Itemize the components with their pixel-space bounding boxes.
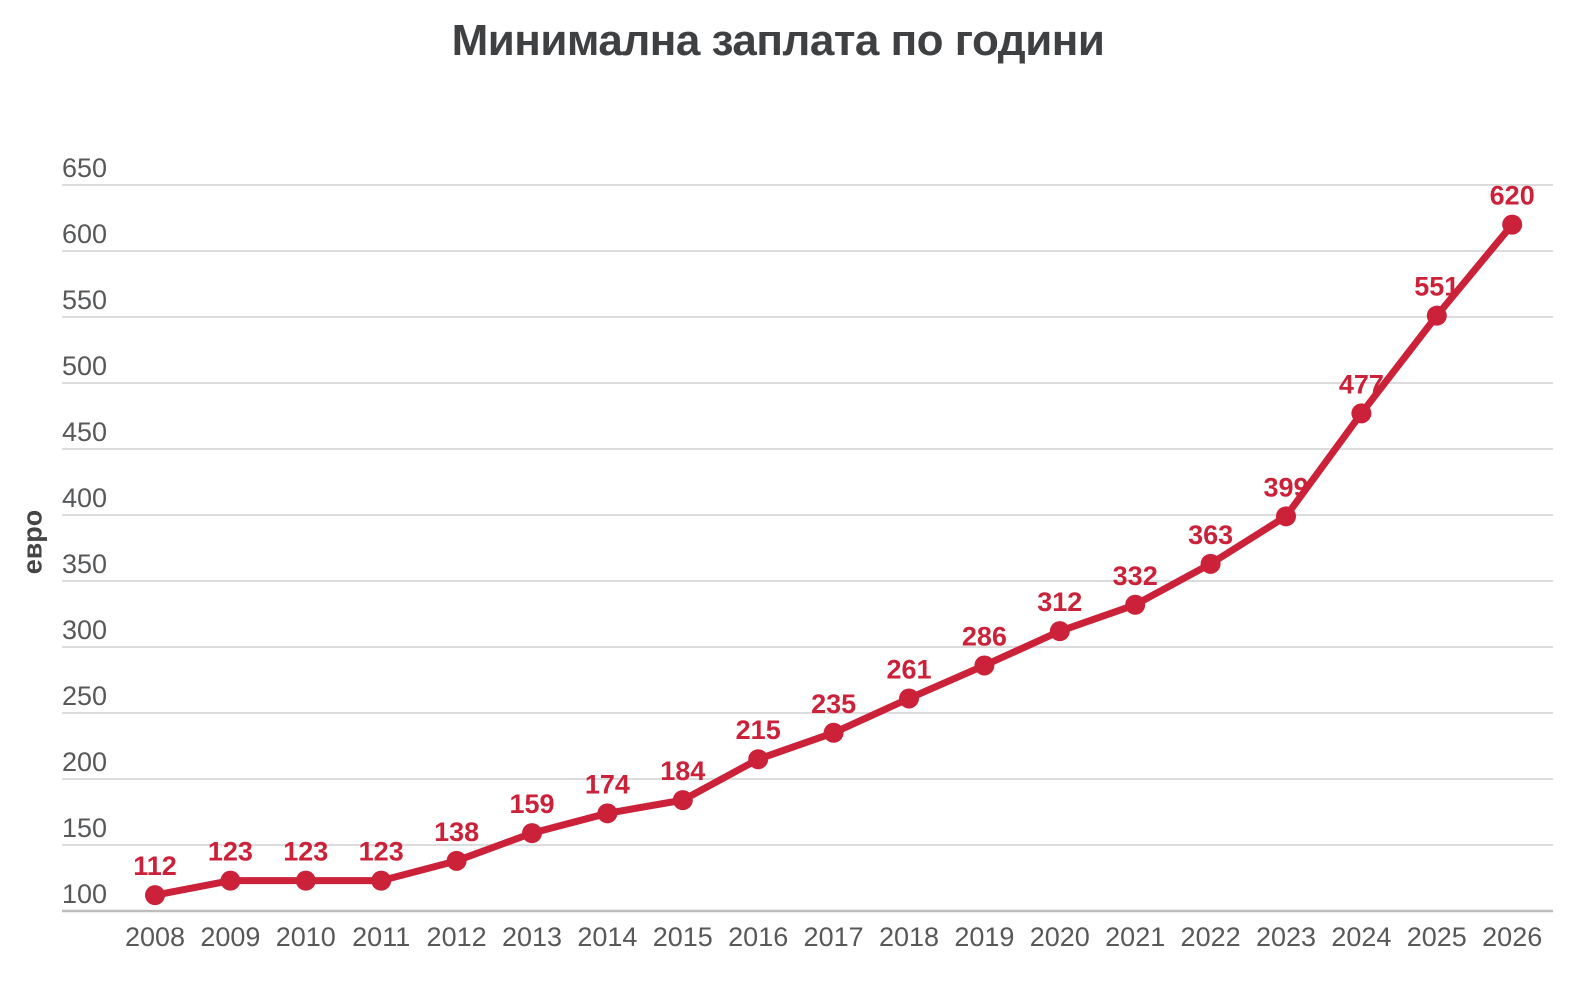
x-tick-label: 2013 xyxy=(502,922,562,952)
data-point-label: 123 xyxy=(359,837,404,867)
data-point-label: 261 xyxy=(886,654,931,684)
x-tick-label: 2023 xyxy=(1256,922,1316,952)
data-point-label: 286 xyxy=(962,621,1007,651)
data-point xyxy=(1351,403,1372,424)
x-tick-label: 2018 xyxy=(879,922,939,952)
data-point xyxy=(899,688,919,709)
data-point-label: 123 xyxy=(208,837,253,867)
data-point xyxy=(446,850,467,871)
data-point xyxy=(1125,594,1146,615)
data-point xyxy=(145,885,165,906)
data-point xyxy=(1426,305,1447,326)
x-tick-label: 2017 xyxy=(804,922,864,952)
data-point xyxy=(748,749,769,770)
x-tick-label: 2022 xyxy=(1181,922,1241,952)
x-tick-label: 2011 xyxy=(352,922,410,952)
y-tick-label: 500 xyxy=(62,351,107,381)
y-tick-label: 300 xyxy=(62,615,107,645)
y-tick-label: 400 xyxy=(62,483,107,513)
data-point xyxy=(295,870,316,891)
data-point xyxy=(522,823,542,844)
data-point-label: 123 xyxy=(283,837,328,867)
data-point-label: 215 xyxy=(736,715,781,745)
data-point-label: 184 xyxy=(660,756,705,786)
x-tick-label: 2015 xyxy=(653,922,713,952)
chart-title: Минимална заплата по години xyxy=(451,16,1105,65)
data-point-label: 477 xyxy=(1339,369,1384,399)
data-point xyxy=(220,870,241,891)
y-tick-label: 250 xyxy=(62,681,107,711)
x-tick-label: 2014 xyxy=(577,922,637,952)
x-tick-label: 2008 xyxy=(125,922,185,952)
data-point-label: 112 xyxy=(133,851,177,881)
x-tick-label: 2016 xyxy=(728,922,788,952)
x-tick-label: 2025 xyxy=(1407,922,1467,952)
data-point xyxy=(1049,621,1070,642)
x-tick-label: 2026 xyxy=(1482,922,1542,952)
x-tick-label: 2019 xyxy=(954,922,1014,952)
data-point-label: 235 xyxy=(811,689,856,719)
x-tick-label: 2021 xyxy=(1105,922,1165,952)
x-tick-label: 2009 xyxy=(200,922,260,952)
y-tick-label: 600 xyxy=(62,219,107,249)
data-point xyxy=(371,870,392,891)
data-point-label: 138 xyxy=(434,817,479,847)
x-tick-label: 2020 xyxy=(1030,922,1090,952)
data-point-label: 159 xyxy=(509,789,554,819)
data-point xyxy=(1502,214,1523,235)
data-point xyxy=(1200,553,1221,574)
data-point xyxy=(823,722,844,743)
x-tick-label: 2012 xyxy=(427,922,487,952)
data-point-label: 174 xyxy=(585,769,630,799)
y-tick-label: 150 xyxy=(62,813,107,843)
data-point-label: 332 xyxy=(1113,561,1158,591)
y-tick-label: 100 xyxy=(62,879,107,909)
y-tick-label: 450 xyxy=(62,417,107,447)
data-point-label: 312 xyxy=(1037,587,1082,617)
y-tick-label: 650 xyxy=(62,153,107,183)
data-point-label: 551 xyxy=(1414,272,1459,302)
y-tick-label: 350 xyxy=(62,549,107,579)
trend-line xyxy=(151,221,1516,899)
x-tick-label: 2010 xyxy=(276,922,336,952)
data-point xyxy=(672,790,693,811)
data-point-label: 399 xyxy=(1263,472,1308,502)
data-point xyxy=(1276,506,1296,527)
x-tick-label: 2024 xyxy=(1331,922,1391,952)
data-point xyxy=(597,803,618,824)
data-point-label: 363 xyxy=(1188,520,1233,550)
data-point xyxy=(974,655,995,676)
y-tick-label: 200 xyxy=(62,747,107,777)
y-tick-label: 550 xyxy=(62,285,107,315)
data-point-label: 620 xyxy=(1490,181,1535,211)
